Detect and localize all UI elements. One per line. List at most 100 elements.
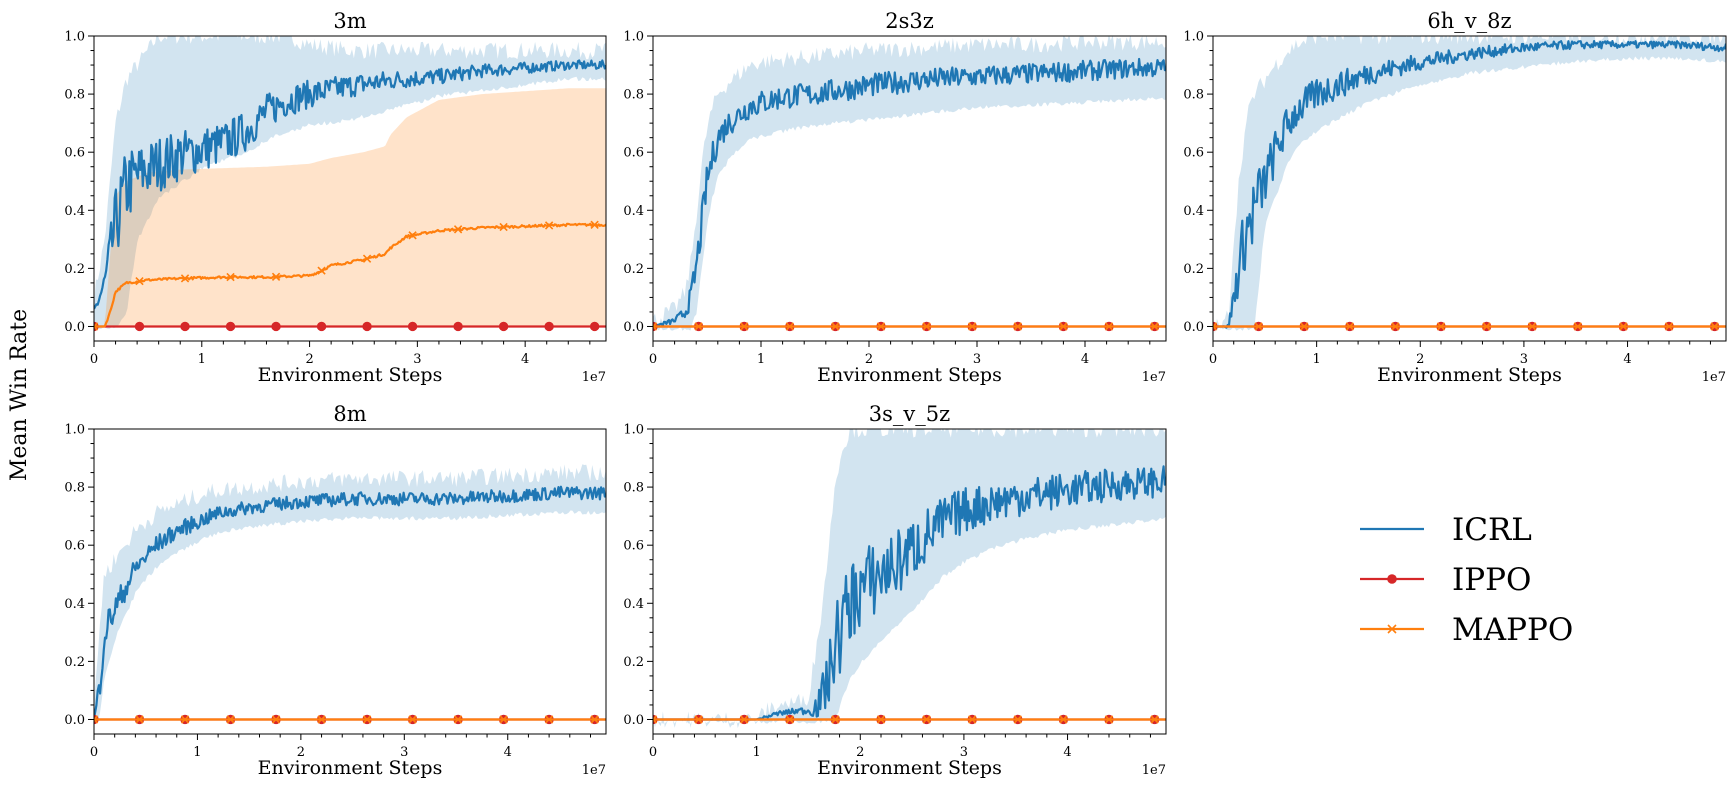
legend-label-icrl: ICRL (1452, 512, 1532, 548)
xtick-label-3m: 1 (198, 352, 206, 367)
marker-mappo-8m (544, 715, 554, 724)
x-offset-label-2s3z: 1e7 (1142, 370, 1166, 385)
legend-label-ippo: IPPO (1452, 562, 1531, 598)
plot-area-2s3z (653, 36, 1166, 332)
ytick-label-3m: 0.2 (64, 262, 85, 277)
ytick-label-2s3z: 0.0 (623, 320, 644, 335)
xtick-label-2s3z: 4 (1081, 352, 1089, 367)
ytick-label-3m: 0.8 (64, 88, 85, 103)
marker-mappo-3m (499, 222, 508, 232)
title-8m: 8m (333, 402, 366, 426)
marker-mappo-6h-v-8z (1528, 322, 1537, 331)
marker-mappo-3m (408, 231, 417, 240)
xtick-label-6h-v-8z: 0 (1209, 352, 1217, 367)
xtick-label-8m: 2 (297, 745, 305, 760)
xtick-label-6h-v-8z: 4 (1623, 352, 1631, 367)
marker-mappo-3s-v-5z (1150, 715, 1159, 724)
marker-mappo-8m (408, 715, 417, 724)
ytick-label-3s-v-5z: 1.0 (623, 423, 644, 438)
marker-mappo-2s3z (1104, 322, 1114, 331)
marker-mappo-2s3z (1150, 322, 1159, 331)
ytick-label-8m: 0.4 (64, 597, 85, 612)
axes-frame-3s-v-5z (652, 428, 1167, 735)
marker-mappo-6h-v-8z (1254, 322, 1263, 331)
marker-mappo-8m (135, 715, 144, 724)
marker-ippo-3m (498, 321, 509, 332)
marker-mappo-3s-v-5z (831, 715, 840, 724)
subplot-8m: 0.0 0.2 0.4 0.6 0.8 1.0 0 1 2 3 4 1e7 Environment St… (64, 402, 607, 779)
marker-mappo-8m (499, 715, 508, 724)
marker-mappo-3s-v-5z (876, 715, 886, 724)
marker-ippo-3m (316, 321, 327, 332)
marker-mappo-6h-v-8z (1436, 322, 1446, 331)
figure-ylabel: Mean Win Rate (7, 309, 32, 481)
xtick-label-2s3z: 1 (757, 352, 765, 367)
marker-mappo-3s-v-5z (694, 715, 703, 724)
marker-ippo-3m (453, 321, 463, 332)
xlabel-3m: Environment Steps (258, 364, 443, 386)
marker-mappo-2s3z (740, 322, 749, 331)
xtick-label-2s3z: 0 (649, 352, 657, 367)
marker-mappo-3s-v-5z (922, 715, 931, 724)
marker-ippo-3m (134, 321, 145, 332)
x-offset-label-3s-v-5z: 1e7 (1142, 763, 1166, 778)
marker-ippo-3m (180, 321, 190, 332)
marker-mappo-2s3z (694, 322, 703, 331)
marker-mappo-3s-v-5z (785, 715, 794, 724)
line-icrl-8m (94, 485, 606, 719)
marker-mappo-3m (226, 272, 235, 282)
plot-area-3s-v-5z (653, 429, 1166, 728)
marker-mappo-2s3z (922, 322, 931, 331)
marker-mappo-3s-v-5z (1059, 715, 1068, 724)
xtick-label-6h-v-8z: 3 (1520, 352, 1528, 367)
marker-mappo-3m (180, 274, 190, 283)
ytick-label-6h-v-8z: 0.0 (1183, 320, 1204, 335)
xtick-label-8m: 3 (400, 745, 408, 760)
xtick-label-2s3z: 3 (973, 352, 981, 367)
marker-mappo-2s3z (653, 322, 658, 331)
marker-mappo-3m (362, 254, 372, 263)
ytick-label-3m: 0.6 (64, 146, 85, 161)
ytick-label-6h-v-8z: 0.4 (1183, 204, 1204, 219)
marker-mappo-8m (317, 715, 326, 724)
ytick-label-8m: 0.6 (64, 539, 85, 554)
ytick-label-8m: 0.2 (64, 655, 85, 670)
xtick-label-3s-v-5z: 0 (649, 745, 657, 760)
subplot-6h-v-8z: 0.0 0.2 0.4 0.6 0.8 1.0 0 1 2 3 4 1e7 Environment St… (1183, 9, 1727, 386)
x-offset-label-6h-v-8z: 1e7 (1702, 370, 1726, 385)
line-mappo-3m (94, 222, 606, 328)
xtick-label-3s-v-5z: 1 (752, 745, 760, 760)
marker-ippo-3m (362, 321, 372, 332)
marker-mappo-8m (94, 715, 99, 724)
marker-mappo-3m (135, 276, 144, 286)
marker-mappo-8m (271, 715, 281, 724)
plot-area-8m (94, 464, 606, 725)
marker-ippo-3m (225, 321, 236, 332)
plot-area-3m (94, 36, 606, 332)
ytick-label-2s3z: 0.6 (623, 146, 644, 161)
xtick-label-3m: 0 (90, 352, 98, 367)
legend-item-icrl: ICRL (1360, 512, 1532, 548)
marker-mappo-3s-v-5z (740, 715, 749, 724)
ytick-label-2s3z: 0.4 (623, 204, 644, 219)
plot-area-6h-v-8z (1213, 36, 1726, 334)
band-icrl-2s3z (653, 36, 1166, 331)
marker-mappo-3s-v-5z (1104, 715, 1114, 724)
legend-marker-ippo (1387, 574, 1397, 584)
marker-ippo-3m (589, 321, 600, 332)
ytick-label-8m: 0.0 (64, 713, 85, 728)
ytick-label-3s-v-5z: 0.8 (623, 481, 644, 496)
subplot-3m: 0.0 0.2 0.4 0.6 0.8 1.0 0 1 2 3 4 1e7 Environment St… (64, 9, 607, 386)
title-3m: 3m (333, 9, 366, 33)
marker-mappo-8m (590, 715, 599, 724)
marker-mappo-6h-v-8z (1213, 322, 1218, 331)
xtick-label-3m: 3 (413, 352, 421, 367)
title-2s3z: 2s3z (885, 9, 934, 33)
ytick-label-6h-v-8z: 0.6 (1183, 146, 1204, 161)
ytick-label-3s-v-5z: 0.4 (623, 597, 644, 612)
ytick-label-6h-v-8z: 0.8 (1183, 88, 1204, 103)
marker-mappo-3s-v-5z (968, 715, 977, 724)
ytick-label-3m: 0.4 (64, 204, 85, 219)
